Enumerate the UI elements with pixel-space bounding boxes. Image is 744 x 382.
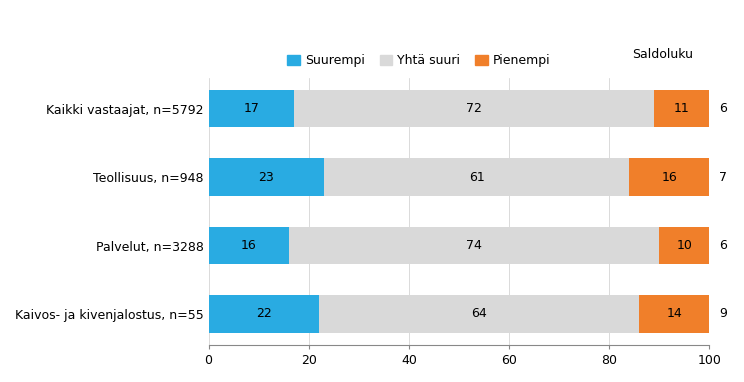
Bar — [208, 295, 318, 333]
Text: 7: 7 — [719, 170, 728, 183]
Bar — [318, 295, 639, 333]
Text: 72: 72 — [466, 102, 482, 115]
Text: 64: 64 — [471, 308, 487, 320]
Bar — [289, 227, 659, 264]
Text: 17: 17 — [243, 102, 259, 115]
Bar — [208, 158, 324, 196]
Bar — [629, 158, 710, 196]
Bar — [659, 227, 710, 264]
Text: 23: 23 — [258, 170, 274, 183]
Bar — [208, 227, 289, 264]
Bar — [655, 90, 710, 127]
Text: 6: 6 — [719, 239, 728, 252]
Bar — [324, 158, 629, 196]
Text: 11: 11 — [674, 102, 690, 115]
Bar — [208, 90, 294, 127]
Text: 10: 10 — [676, 239, 693, 252]
Text: 16: 16 — [661, 170, 677, 183]
Legend: Suurempi, Yhtä suuri, Pienempi: Suurempi, Yhtä suuri, Pienempi — [283, 49, 556, 72]
Text: 6: 6 — [719, 102, 728, 115]
Bar — [639, 295, 710, 333]
Text: 74: 74 — [466, 239, 482, 252]
Text: 22: 22 — [256, 308, 272, 320]
Bar — [294, 90, 655, 127]
Text: Saldoluku: Saldoluku — [632, 48, 693, 62]
Text: 9: 9 — [719, 308, 728, 320]
Text: 14: 14 — [667, 308, 682, 320]
Text: 61: 61 — [469, 170, 484, 183]
Text: 16: 16 — [241, 239, 257, 252]
